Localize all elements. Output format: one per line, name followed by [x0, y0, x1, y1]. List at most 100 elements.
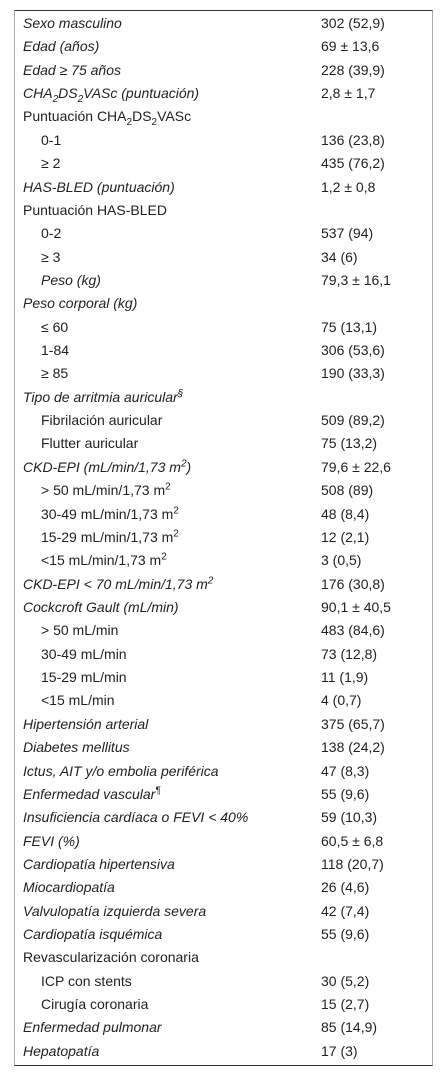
table-row: Ictus, AIT y/o embolia periférica 47 (8,3… — [15, 760, 432, 783]
table-row: Cockcroft Gault (mL/min) 90,1 ± 40,5 — [15, 596, 432, 619]
row-label: 0-2 — [41, 225, 62, 242]
table-row: ICP con stents 30 (5,2) — [15, 970, 432, 993]
row-value: 59 (10,3) — [321, 809, 378, 826]
label-text: 30-49 mL/min/1,73 m — [41, 505, 174, 522]
superscript: 2 — [173, 528, 179, 540]
table-row: Puntuación HAS-BLED — [15, 199, 432, 222]
row-label: Ictus, AIT y/o embolia periférica — [23, 762, 219, 779]
table-row: Edad (años) 69 ± 13,6 — [15, 35, 432, 58]
row-value: 75 (13,2) — [321, 435, 378, 452]
subscript: 2 — [126, 117, 133, 129]
row-label: Edad ≥ 75 años — [23, 61, 121, 78]
table-row: CKD-EPI (mL/min/1,73 m2) 79,6 ± 22,6 — [15, 456, 432, 479]
table-row: 0-2 537 (94) — [15, 222, 432, 245]
row-label: CKD-EPI < 70 mL/min/1,73 m2 — [23, 573, 213, 596]
row-value: 85 (14,9) — [321, 1019, 378, 1036]
row-label: 15-29 mL/min/1,73 m2 — [41, 526, 179, 549]
row-value: 483 (84,6) — [321, 622, 385, 639]
table-row: <15 mL/min 4 (0,7) — [15, 689, 432, 712]
row-label: Flutter auricular — [41, 435, 139, 452]
row-value: 508 (89) — [321, 482, 374, 499]
table-row: ≥ 2 435 (76,2) — [15, 152, 432, 175]
row-label: Puntuación CHA2DS2VASc — [23, 105, 191, 128]
row-value: 1,2 ± 0,8 — [321, 178, 376, 195]
row-label: Peso corporal (kg) — [23, 295, 138, 312]
label-text: <15 mL/min/1,73 m — [41, 552, 162, 569]
row-label: Edad (años) — [23, 38, 100, 55]
row-value: 537 (94) — [321, 225, 374, 242]
row-value: 12 (2,1) — [321, 528, 370, 545]
row-value: 90,1 ± 40,5 — [321, 598, 391, 615]
row-value: 34 (6) — [321, 248, 358, 265]
table-row: Hepatopatía 17 (3) — [15, 1040, 432, 1063]
row-value: 176 (30,8) — [321, 575, 385, 592]
row-value: 118 (20,7) — [321, 855, 384, 872]
row-value: 79,6 ± 22,6 — [321, 458, 391, 475]
row-label: Hepatopatía — [23, 1042, 100, 1059]
row-label: ≥ 2 — [41, 155, 61, 172]
subscript: 2 — [52, 93, 59, 105]
row-label: Cirugía coronaria — [41, 996, 149, 1013]
table-row: 15-29 mL/min/1,73 m2 12 (2,1) — [15, 526, 432, 549]
table-row: 15-29 mL/min 11 (1,9) — [15, 666, 432, 689]
table-row: Tipo de arritmia auricular§ — [15, 386, 432, 409]
row-label: Cockcroft Gault (mL/min) — [23, 598, 179, 615]
table-row: 30-49 mL/min/1,73 m2 48 (8,4) — [15, 503, 432, 526]
row-label: ICP con stents — [41, 972, 132, 989]
superscript: 2 — [180, 458, 187, 470]
row-value: 48 (8,4) — [321, 505, 370, 522]
table-row: Flutter auricular 75 (13,2) — [15, 432, 432, 455]
table-row: > 50 mL/min 483 (84,6) — [15, 619, 432, 642]
row-label: CHA2DS2VASc (puntuación) — [23, 82, 199, 105]
superscript: § — [177, 388, 184, 400]
row-label: Hipertensión arterial — [23, 715, 149, 732]
table-row: <15 mL/min/1,73 m2 3 (0,5) — [15, 549, 432, 572]
label-text: Puntuación CHA — [23, 108, 127, 125]
table-row: > 50 mL/min/1,73 m2 508 (89) — [15, 479, 432, 502]
row-value: 136 (23,8) — [321, 131, 385, 148]
row-label: Puntuación HAS-BLED — [23, 201, 167, 218]
superscript: 2 — [165, 481, 171, 493]
table: Sexo masculino 302 (52,9) Edad (años) 69 ± … — [14, 10, 433, 1066]
table-row: ≥ 85 190 (33,3) — [15, 362, 432, 385]
label-text: Tipo de arritmia auricular — [23, 388, 178, 405]
row-value: 30 (5,2) — [321, 972, 370, 989]
subscript: 2 — [77, 93, 84, 105]
table-row: Cardiopatía hipertensiva 118 (20,7) — [15, 853, 432, 876]
row-value: 2,8 ± 1,7 — [321, 85, 376, 102]
table-row: Hipertensión arterial 375 (65,7) — [15, 713, 432, 736]
table-row: Peso (kg) 79,3 ± 16,1 — [15, 269, 432, 292]
label-text: CKD-EPI (mL/min/1,73 m — [23, 458, 181, 475]
row-label: Enfermedad pulmonar — [23, 1019, 162, 1036]
label-text: Enfermedad vascular — [23, 785, 156, 802]
row-value: 69 ± 13,6 — [321, 38, 380, 55]
table-row: Enfermedad pulmonar 85 (14,9) — [15, 1016, 432, 1039]
row-label: Miocardiopatía — [23, 879, 115, 896]
row-label: FEVI (%) — [23, 832, 80, 849]
row-label: > 50 mL/min — [41, 622, 119, 639]
table-row: CKD-EPI < 70 mL/min/1,73 m2 176 (30,8) — [15, 573, 432, 596]
row-label: 30-49 mL/min/1,73 m2 — [41, 503, 179, 526]
table-row: Peso corporal (kg) — [15, 292, 432, 315]
row-label: ≤ 60 — [41, 318, 69, 335]
table-row: Puntuación CHA2DS2VASc — [15, 105, 432, 128]
table-row: 1-84 306 (53,6) — [15, 339, 432, 362]
row-value: 4 (0,7) — [321, 692, 362, 709]
superscript: 2 — [161, 551, 167, 563]
row-value: 73 (12,8) — [321, 645, 378, 662]
label-text: VASc (puntuación) — [83, 85, 200, 102]
table-row: ≤ 60 75 (13,1) — [15, 316, 432, 339]
row-label: <15 mL/min — [41, 692, 115, 709]
row-value: 79,3 ± 16,1 — [321, 271, 391, 288]
row-value: 435 (76,2) — [321, 155, 385, 172]
label-text: 15-29 mL/min/1,73 m — [41, 528, 174, 545]
table-row: Diabetes mellitus 138 (24,2) — [15, 736, 432, 759]
row-label: ≥ 85 — [41, 365, 69, 382]
row-value: 375 (65,7) — [321, 715, 385, 732]
row-label: Diabetes mellitus — [23, 739, 130, 756]
table-row: Sexo masculino 302 (52,9) — [15, 12, 432, 35]
row-value: 138 (24,2) — [321, 739, 385, 756]
row-label: Peso (kg) — [41, 271, 101, 288]
row-value: 47 (8,3) — [321, 762, 370, 779]
